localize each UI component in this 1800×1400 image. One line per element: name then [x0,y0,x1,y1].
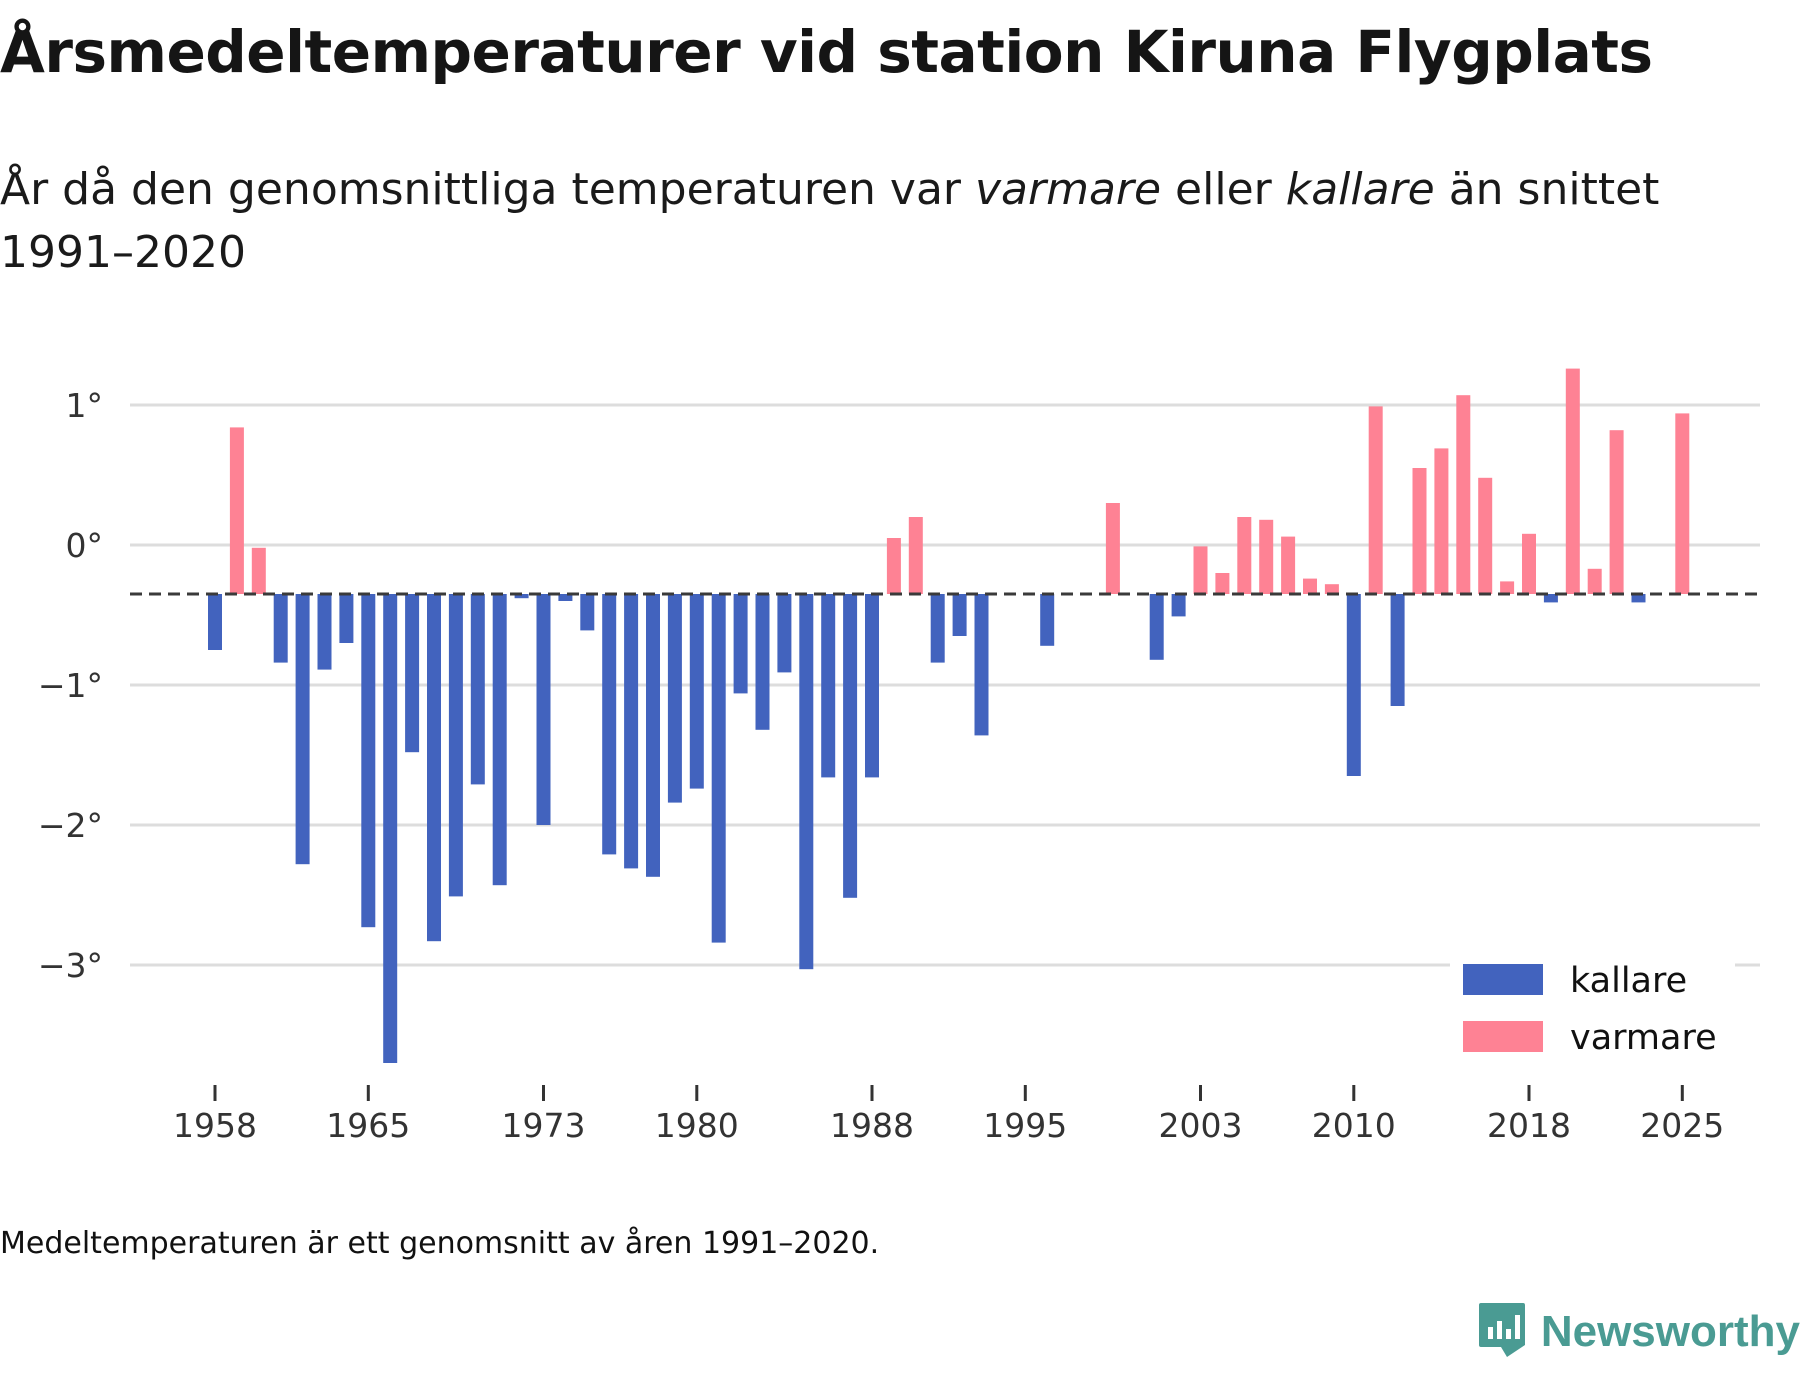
bar-1987 [843,594,858,898]
brand: Newsworthy [1477,1301,1800,1363]
chart-subtitle: År då den genomsnittliga temperaturen va… [0,158,1700,284]
footnote: Medeltemperaturen är ett genomsnitt av å… [0,1226,880,1261]
bar-1963 [317,594,332,670]
bar-1980 [689,594,704,789]
bar-1959 [229,427,244,594]
bar-1982 [733,594,748,694]
bar-1993 [974,594,989,736]
subtitle-warm-word: varmare [974,164,1162,215]
y-axis-labels: 1° 0° −1° −2° −3° [38,386,103,985]
bar-1996 [1040,594,1055,646]
x-tick-label: 2003 [1159,1106,1243,1145]
bar-2014 [1434,448,1449,594]
bar-1974 [558,594,573,601]
bar-1991 [930,594,945,663]
bar-2001 [1149,594,1164,660]
bar-2010 [1346,594,1361,776]
bar-1992 [952,594,967,636]
bar-2008 [1303,578,1317,594]
bar-1958 [208,594,222,650]
y-tick-label: −3° [38,946,103,985]
subtitle-part2: eller [1161,164,1286,215]
bar-1999 [1105,503,1120,594]
bar-2025 [1675,413,1690,594]
bar-1971 [492,594,507,886]
bar-2021 [1587,568,1602,594]
bar-1978 [646,594,660,877]
bar-2020 [1565,368,1580,594]
y-tick-label: 1° [66,386,104,425]
legend-swatch-kallare [1463,964,1543,995]
x-tick-label: 1958 [173,1106,257,1145]
bar-1988 [865,594,879,778]
bar-2009 [1324,584,1339,594]
bar-2012 [1390,594,1405,706]
bar-1983 [755,594,770,730]
bar-chart: 1° 0° −1° −2° −3° 1958 1965 1973 1980 1988 1995 20… [38,368,1760,1145]
bar-2005 [1237,517,1252,594]
bar-1969 [448,594,463,897]
bar-1985 [799,594,814,970]
x-axis: 1958 1965 1973 1980 1988 1995 2003 2010 2018 2025 [173,1085,1724,1145]
bar-2015 [1456,395,1471,594]
x-tick-label: 2010 [1312,1106,1396,1145]
bar-2023 [1631,594,1646,603]
subtitle-part1: År då den genomsnittliga temperaturen va… [0,164,975,215]
x-tick-label: 1965 [326,1106,410,1145]
bar-1960 [251,547,266,594]
bar-1976 [602,594,617,855]
y-tick-label: −1° [38,666,103,705]
bar-2022 [1609,430,1624,594]
legend-label-varmare: varmare [1570,1018,1717,1058]
x-tick-label: 1980 [655,1106,739,1145]
bar-1966 [383,594,398,1063]
bar-1989 [886,538,901,594]
bar-2011 [1368,406,1383,594]
x-tick-label: 2018 [1487,1106,1571,1145]
newsworthy-logo-icon [1477,1301,1527,1363]
legend: kallare varmare [1450,954,1735,1079]
bar-1972 [514,594,529,599]
bar-2019 [1543,594,1558,603]
bar-2004 [1215,573,1230,594]
subtitle-part3: än snittet 1991–2020 [0,164,1660,278]
bar-1962 [295,594,310,865]
bar-2007 [1281,536,1296,594]
subtitle-cold-word: kallare [1285,164,1435,215]
bar-1981 [711,594,726,943]
bar-1961 [273,594,288,663]
bar-2017 [1500,581,1515,594]
x-tick-label: 1973 [502,1106,586,1145]
bar-2016 [1478,477,1493,594]
brand-name: Newsworthy [1540,1307,1800,1356]
legend-swatch-varmare [1463,1021,1543,1052]
bar-1970 [470,594,485,785]
x-tick-label: 1988 [830,1106,914,1145]
bars [208,368,1690,1063]
y-tick-label: −2° [38,806,103,845]
bar-1975 [580,594,595,631]
bar-1964 [339,594,354,643]
bar-2002 [1171,594,1186,617]
bar-1979 [667,594,682,803]
y-tick-label: 0° [66,526,104,565]
bar-2018 [1522,533,1536,594]
bar-1990 [908,517,923,594]
x-tick-label: 1995 [983,1106,1067,1145]
bar-1967 [405,594,420,753]
bar-2013 [1412,468,1427,594]
bar-1965 [361,594,376,928]
bar-2003 [1193,546,1208,594]
x-tick-label: 2025 [1640,1106,1724,1145]
bar-1968 [427,594,441,942]
bar-1984 [777,594,792,673]
chart-title: Årsmedeltemperaturer vid station Kiruna … [0,18,1653,86]
bar-1986 [821,594,836,778]
bar-1973 [536,594,551,825]
bar-2006 [1259,519,1274,594]
legend-label-kallare: kallare [1570,961,1687,1001]
bar-1977 [624,594,639,869]
